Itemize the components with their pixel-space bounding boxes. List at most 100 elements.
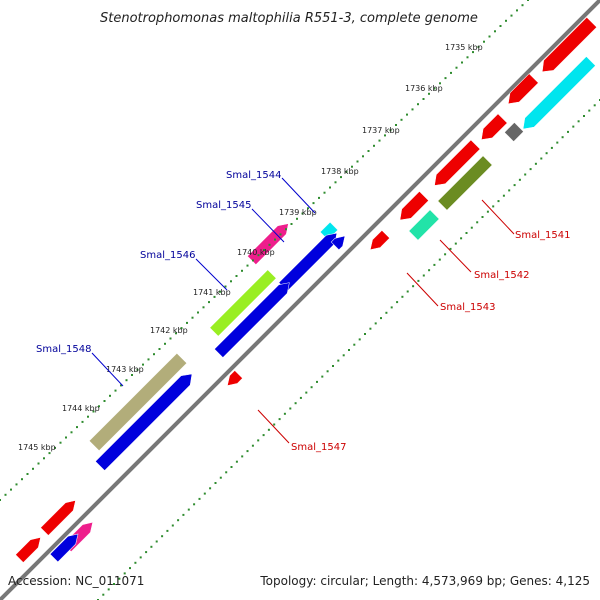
- scale-dot: [150, 545, 153, 548]
- gene-block-cyan[interactable]: [518, 56, 596, 133]
- gene-label-smal-1548[interactable]: Smal_1548: [36, 344, 91, 355]
- scale-dot: [153, 353, 155, 356]
- scale-dot: [268, 243, 271, 246]
- scale-dot: [81, 420, 84, 423]
- scale-dot: [465, 232, 468, 234]
- gene-block-red[interactable]: [537, 16, 598, 76]
- tick-label-1738: 1738 kbp: [321, 167, 359, 176]
- tick-label-1740: 1740 kbp: [237, 248, 275, 257]
- scale-dot: [203, 492, 206, 495]
- gene-block-gray[interactable]: [504, 122, 524, 142]
- scale-dot: [257, 439, 260, 442]
- gene-block-blue[interactable]: [214, 278, 293, 358]
- scale-dot: [285, 228, 287, 231]
- scale-dot: [438, 258, 441, 261]
- scale-dot: [48, 452, 51, 455]
- gene-block-blue[interactable]: [49, 530, 82, 563]
- scale-dot: [161, 535, 164, 538]
- tick-label-1739: 1739 kbp: [279, 208, 317, 217]
- leader-smal-1541: [481, 199, 515, 235]
- scale-dot: [283, 412, 286, 415]
- scale-dot: [296, 217, 298, 220]
- scale-dot: [369, 327, 372, 330]
- scale-dot: [158, 348, 161, 350]
- scale-dot: [444, 253, 447, 256]
- scale-dot: [323, 191, 326, 194]
- scale-dot: [131, 374, 133, 376]
- scale-dot: [374, 322, 377, 325]
- tick-label-1742: 1742 kbp: [150, 326, 188, 335]
- gene-block-red[interactable]: [504, 73, 539, 109]
- gene-tracks: [15, 16, 598, 563]
- gene-label-smal-1545[interactable]: Smal_1545: [196, 200, 251, 211]
- outer-scale: [0, 0, 529, 501]
- gene-label-smal-1542[interactable]: Smal_1542: [474, 270, 529, 281]
- gene-block-teal[interactable]: [408, 209, 440, 241]
- scale-dot: [175, 332, 177, 335]
- scale-dot: [129, 567, 131, 570]
- scale-dot: [120, 384, 122, 387]
- gene-block-smal-1545[interactable]: [247, 219, 292, 265]
- gene-block-blue[interactable]: [95, 369, 196, 471]
- scale-dot: [593, 104, 596, 107]
- gene-block-red[interactable]: [395, 191, 429, 224]
- tick-label-1745: 1745 kbp: [18, 443, 56, 452]
- scale-dot: [289, 407, 292, 410]
- gene-block-red[interactable]: [477, 113, 508, 144]
- scale-dot: [439, 82, 441, 85]
- scale-dot: [476, 221, 479, 224]
- gene-label-smal-1544[interactable]: Smal_1544: [226, 170, 281, 181]
- scale-dot: [556, 141, 559, 144]
- scale-dot: [169, 337, 172, 340]
- scale-dot: [356, 160, 359, 163]
- gene-block-blue[interactable]: [330, 232, 349, 251]
- gene-label-smal-1546[interactable]: Smal_1546: [140, 250, 195, 261]
- scale-dot: [219, 476, 222, 479]
- scale-dot: [166, 529, 169, 532]
- gene-block-smal-1546[interactable]: [209, 269, 277, 337]
- scale-dot: [26, 473, 29, 475]
- gene-block-olive[interactable]: [437, 155, 493, 211]
- scale-dot: [505, 19, 507, 22]
- scale-dot: [422, 274, 425, 277]
- gene-block-red[interactable]: [40, 497, 80, 536]
- gene-block-red[interactable]: [430, 139, 481, 190]
- scale-dot: [267, 428, 270, 431]
- scale-dot: [294, 402, 297, 405]
- gene-block-smal-1547[interactable]: [223, 370, 243, 389]
- scale-dot: [219, 290, 221, 293]
- gene-block-smal-1548[interactable]: [88, 352, 188, 452]
- scale-dot: [182, 513, 185, 516]
- gene-label-smal-1543[interactable]: Smal_1543: [440, 302, 495, 313]
- gene-label-smal-1547[interactable]: Smal_1547: [291, 442, 346, 453]
- scale-dot: [21, 478, 23, 481]
- gene-block-blue[interactable]: [278, 229, 341, 292]
- scale-dot: [54, 446, 56, 449]
- scale-dot: [428, 92, 430, 95]
- scale-dot: [87, 415, 89, 418]
- gene-label-smal-1541[interactable]: Smal_1541: [515, 230, 570, 241]
- scale-dot: [450, 71, 452, 74]
- scale-dot: [406, 113, 408, 116]
- scale-dot: [186, 321, 188, 324]
- scale-dot: [550, 146, 553, 149]
- scale-dot: [433, 87, 436, 90]
- gene-block-red[interactable]: [15, 534, 45, 563]
- scale-dot: [499, 25, 502, 27]
- tick-label-1744: 1744 kbp: [62, 404, 100, 413]
- tick-label-1743: 1743 kbp: [106, 365, 144, 374]
- scale-dot: [466, 56, 469, 59]
- scale-dot: [114, 389, 117, 392]
- scale-dot: [534, 162, 537, 165]
- tick-label-1741: 1741 kbp: [193, 288, 231, 297]
- scale-dot: [364, 333, 366, 335]
- scale-dot: [102, 593, 105, 596]
- scale-dot: [70, 431, 73, 434]
- scale-dot: [103, 400, 106, 402]
- scale-dot: [518, 178, 521, 181]
- scale-dot: [118, 577, 121, 580]
- accession-text: Accession: NC_011071: [8, 574, 144, 588]
- scale-dot: [273, 423, 276, 426]
- scale-dot: [428, 269, 431, 272]
- gene-block-red[interactable]: [366, 229, 391, 253]
